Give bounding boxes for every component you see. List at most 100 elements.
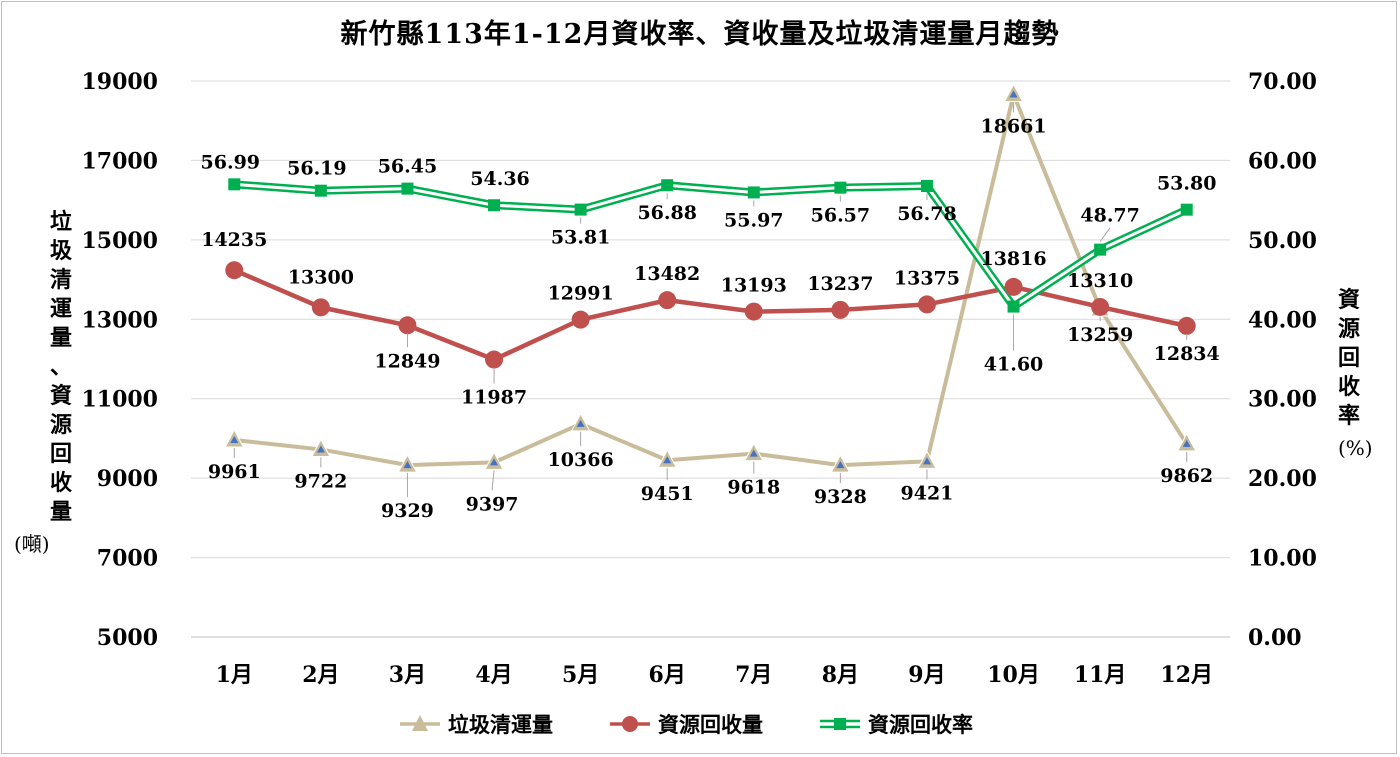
x-tick-label: 10月: [987, 662, 1040, 688]
point-recycle-amount: [831, 300, 850, 319]
data-label-recycle-amount: 13816: [980, 248, 1046, 270]
right-tick-label: 70.00: [1248, 69, 1317, 95]
data-label-recycle-rate: 41.60: [984, 354, 1044, 376]
x-tick-label: 6月: [649, 662, 686, 688]
series-line-trash: [234, 92, 1189, 468]
point-trash-inner: [576, 419, 585, 427]
right-tick-label: 0.00: [1248, 625, 1302, 651]
point-trash-inner: [490, 458, 499, 466]
x-tick-label: 8月: [822, 662, 859, 688]
data-label-recycle-rate: 56.19: [287, 158, 347, 180]
left-tick-label: 7000: [97, 546, 158, 572]
point-recycle-rate: [228, 178, 241, 191]
data-label-recycle-rate: 48.77: [1080, 205, 1140, 227]
data-label-recycle-rate: 54.36: [470, 168, 530, 190]
chart-title: 新竹縣113年1-12月資收率、資收量及垃圾清運量月趨勢: [340, 19, 1060, 50]
data-label-recycle-amount: 13193: [721, 275, 787, 297]
data-label-recycle-rate: 53.81: [551, 227, 611, 249]
point-recycle-rate: [1007, 300, 1020, 313]
leader-line: [491, 470, 495, 491]
legend-label-trash: 垃圾清運量: [448, 712, 553, 737]
x-tick-label: 5月: [562, 662, 599, 688]
point-trash-inner: [749, 449, 758, 457]
data-label-recycle-amount: 13482: [634, 263, 700, 285]
legend-trash-marker: [400, 715, 440, 731]
point-trash-inner: [1182, 439, 1191, 447]
data-label-trash: 9451: [641, 483, 694, 505]
point-recycle-rate: [834, 181, 847, 194]
legend: 垃圾清運量 資源回收量 資源回收率: [0, 708, 1400, 740]
x-tick-label: 9月: [908, 662, 945, 688]
legend-recycle-amount-marker: [610, 716, 650, 732]
left-axis-label: 垃圾清運量、資源回收量: [49, 209, 72, 525]
data-label-trash: 18661: [980, 115, 1046, 137]
legend-label-recycle-amount: 資源回收量: [658, 712, 763, 737]
point-recycle-rate: [401, 182, 414, 195]
point-recycle-amount: [1091, 297, 1110, 316]
point-recycle-amount: [311, 298, 330, 317]
data-label-trash: 9961: [208, 461, 261, 483]
point-trash-inner: [403, 461, 412, 469]
point-recycle-rate: [1180, 203, 1193, 216]
data-label-recycle-amount: 13375: [894, 267, 960, 289]
series-line-recycle-rate-inner: [234, 182, 1188, 309]
right-tick-label: 10.00: [1248, 546, 1317, 572]
left-tick-label: 19000: [81, 69, 158, 95]
data-label-trash: 9421: [901, 482, 954, 504]
left-tick-label: 9000: [97, 466, 158, 492]
data-label-trash: 9862: [1160, 465, 1213, 487]
legend-item-recycle-rate: 資源回收率: [818, 708, 973, 740]
data-label-recycle-rate: 53.80: [1157, 173, 1217, 195]
left-tick-label: 11000: [81, 387, 158, 413]
point-recycle-rate: [661, 179, 674, 192]
data-label-recycle-rate: 55.97: [724, 209, 784, 231]
data-label-trash: 13259: [1067, 324, 1133, 346]
point-recycle-amount: [1177, 316, 1196, 335]
legend-item-trash: 垃圾清運量: [398, 708, 553, 740]
point-recycle-amount: [571, 310, 590, 329]
point-recycle-amount: [917, 295, 936, 314]
legend-item-recycle-amount: 資源回收量: [608, 708, 763, 740]
data-label-recycle-rate: 56.57: [811, 205, 871, 227]
x-tick-label: 2月: [302, 662, 339, 688]
data-label-recycle-amount: 12991: [548, 283, 614, 305]
right-tick-label: 20.00: [1248, 466, 1317, 492]
x-tick-label: 7月: [735, 662, 772, 688]
point-recycle-rate: [574, 203, 587, 216]
point-recycle-amount: [1004, 277, 1023, 296]
left-tick-label: 13000: [81, 307, 158, 333]
data-label-recycle-rate: 56.99: [201, 151, 261, 173]
right-tick-label: 40.00: [1248, 307, 1317, 333]
legend-label-recycle-rate: 資源回收率: [868, 712, 973, 737]
data-label-recycle-amount: 14235: [201, 229, 267, 251]
point-trash-inner: [836, 461, 845, 469]
right-tick-label: 50.00: [1248, 228, 1317, 254]
data-label-trash: 9397: [466, 493, 519, 515]
data-label-trash: 10366: [548, 449, 614, 471]
data-label-recycle-amount: 12849: [374, 350, 440, 372]
point-recycle-amount: [658, 291, 677, 310]
point-recycle-amount: [485, 350, 504, 369]
data-label-trash: 9329: [381, 500, 434, 522]
left-axis-unit: (噸): [14, 532, 50, 556]
point-recycle-rate: [1094, 243, 1107, 256]
right-axis-label: 資源回收率: [1337, 287, 1360, 429]
point-recycle-rate: [747, 186, 760, 199]
point-recycle-amount: [225, 261, 244, 280]
point-recycle-amount: [398, 316, 417, 335]
data-label-recycle-amount: 13300: [288, 266, 354, 288]
left-tick-label: 15000: [81, 228, 158, 254]
data-label-trash: 9618: [727, 477, 780, 499]
x-tick-label: 4月: [475, 662, 512, 688]
data-label-trash: 9722: [294, 470, 347, 492]
data-label-recycle-rate: 56.78: [897, 203, 957, 225]
right-tick-label: 30.00: [1248, 387, 1317, 413]
data-label-recycle-amount: 12834: [1154, 343, 1220, 365]
right-tick-label: 60.00: [1248, 148, 1317, 174]
left-tick-label: 5000: [97, 625, 158, 651]
legend-recycle-rate-marker: [820, 718, 860, 730]
point-recycle-rate: [314, 184, 327, 197]
x-tick-label: 12月: [1160, 662, 1213, 688]
